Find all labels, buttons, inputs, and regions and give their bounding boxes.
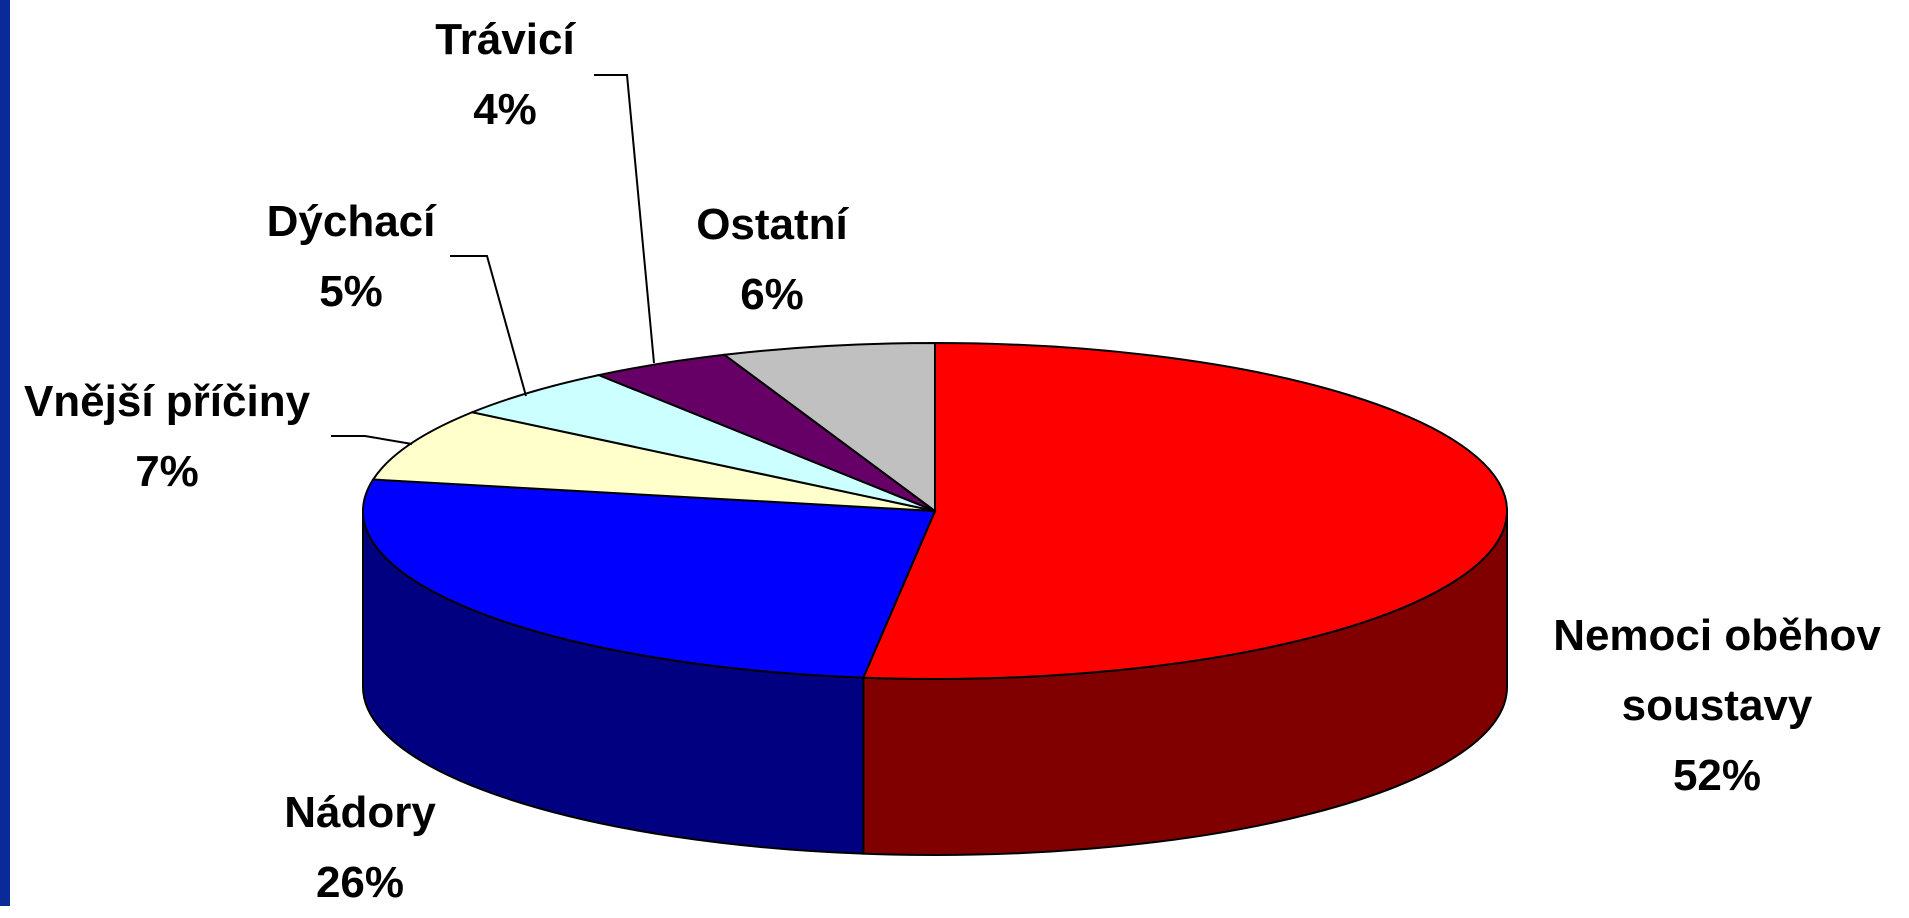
label-name: Vnější příčiny bbox=[23, 377, 311, 426]
leader-line bbox=[594, 74, 655, 364]
slice bbox=[362, 478, 937, 679]
slice-label: Ostatní 6% bbox=[642, 190, 902, 330]
leader-line bbox=[331, 435, 413, 445]
leader-line bbox=[450, 255, 527, 397]
label-value: 4% bbox=[473, 85, 537, 134]
slice-label: Vnější příčiny 7% bbox=[0, 367, 337, 507]
edge-strip bbox=[0, 0, 10, 906]
label-value: 6% bbox=[740, 270, 804, 319]
label-name: Dýchací bbox=[266, 197, 436, 246]
label-name: Trávicí bbox=[435, 15, 575, 64]
label-value: 26% bbox=[315, 858, 405, 907]
slice-label: Trávicí 4% bbox=[375, 5, 635, 145]
label-value: 7% bbox=[135, 447, 199, 496]
label-value: 5% bbox=[319, 267, 383, 316]
label-name: Nádory bbox=[284, 788, 436, 837]
label-name: Ostatní bbox=[696, 200, 848, 249]
slice bbox=[468, 374, 936, 512]
slice bbox=[721, 341, 936, 513]
slice-label: Nádory 26% bbox=[200, 778, 520, 918]
label-name: Nemoci oběhov soustavy bbox=[1553, 611, 1881, 730]
slice-label: Dýchací 5% bbox=[221, 187, 481, 327]
label-value: 52% bbox=[1672, 751, 1762, 800]
slice bbox=[861, 341, 1508, 680]
slice-label: Nemoci oběhov soustavy 52% bbox=[1527, 601, 1907, 811]
